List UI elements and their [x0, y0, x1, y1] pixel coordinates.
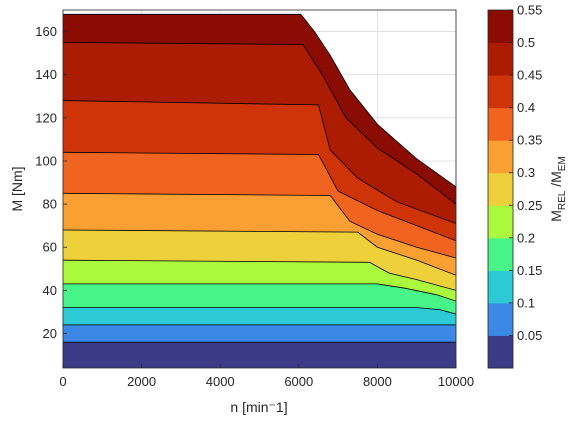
- y-axis-label: M [Nm]: [9, 166, 25, 211]
- y-tick-label: 40: [43, 283, 57, 298]
- contour-lines: [63, 13, 456, 343]
- colorbar: [488, 10, 513, 369]
- colorbar-segment: [488, 302, 513, 336]
- y-tick-label: 120: [35, 110, 57, 125]
- y-tick-label: 100: [35, 153, 57, 168]
- colorbar-ticks: 0.05 0.1 0.15 0.2 0.25 0.3 0.35 0.4 0.45 0.5 0.55: [509, 3, 542, 343]
- x-tick-label: 2000: [127, 374, 156, 389]
- contour-line: [63, 100, 456, 224]
- colorbar-tick-label: 0.3: [517, 165, 535, 180]
- colorbar-segment: [488, 205, 513, 239]
- x-tick-label: 10000: [438, 374, 474, 389]
- contour-line: [63, 307, 456, 315]
- contour-line: [63, 151, 456, 242]
- plot-frame: [62, 9, 457, 369]
- x-axis-ticks: 0 2000 4000 6000 8000 10000: [59, 364, 474, 389]
- colorbar-tick-label: 0.4: [517, 100, 535, 115]
- y-axis-ticks: 20 40 60 80 100 120 140 160: [35, 24, 67, 341]
- y-tick-label: 160: [35, 24, 57, 39]
- contour-bands: [63, 14, 456, 368]
- contour-line: [63, 229, 456, 276]
- y-tick-label: 60: [43, 240, 57, 255]
- contour-line: [63, 41, 456, 205]
- colorbar-segment: [488, 335, 513, 369]
- contour-line: [63, 259, 456, 291]
- colorbar-segment: [488, 107, 513, 141]
- colorbar-segment: [488, 140, 513, 174]
- colorbar-label: MREL /MEM: [548, 156, 568, 222]
- colorbar-frame: [487, 9, 514, 369]
- envelope-line: [63, 13, 456, 188]
- colorbar-tick-label: 0.1: [517, 295, 535, 310]
- colorbar-tick-label: 0.45: [517, 68, 542, 83]
- x-tick-label: 0: [59, 374, 66, 389]
- x-tick-label: 6000: [284, 374, 313, 389]
- colorbar-segment: [488, 270, 513, 304]
- colorbar-segment: [488, 42, 513, 76]
- colorbar-tick-label: 0.35: [517, 133, 542, 148]
- contour-line: [63, 192, 456, 259]
- x-tick-label: 4000: [206, 374, 235, 389]
- contour-line: [63, 283, 456, 302]
- y-tick-label: 80: [43, 197, 57, 212]
- y-tick-label: 140: [35, 67, 57, 82]
- colorbar-segment: [488, 75, 513, 109]
- colorbar-segment: [488, 237, 513, 271]
- x-tick-label: 8000: [363, 374, 392, 389]
- x-axis-label: n [min⁻1]: [230, 399, 287, 415]
- colorbar-tick-label: 0.2: [517, 230, 535, 245]
- colorbar-segment: [488, 172, 513, 206]
- colorbar-tick-label: 0.55: [517, 3, 542, 18]
- contour-band: [63, 342, 456, 368]
- y-tick-label: 20: [43, 326, 57, 341]
- colorbar-tick-label: 0.5: [517, 35, 535, 50]
- colorbar-segment: [488, 10, 513, 44]
- colorbar-tick-label: 0.15: [517, 263, 542, 278]
- colorbar-tick-label: 0.25: [517, 198, 542, 213]
- colorbar-tick-label: 0.05: [517, 328, 542, 343]
